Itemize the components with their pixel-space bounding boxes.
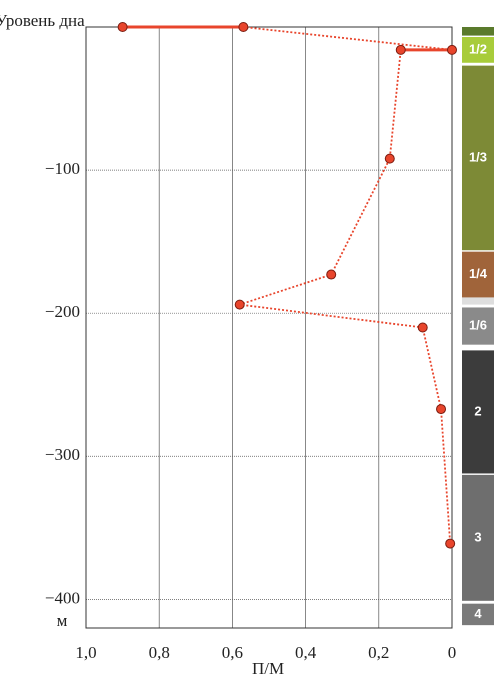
y-tick-label: −100 [45,159,80,178]
x-tick-label: 0,6 [222,643,243,662]
y-top-label: Уровень дна [0,11,85,30]
stratum [462,350,494,474]
stratum-label: 2 [474,403,481,418]
y-tick-label: −400 [45,588,80,607]
x-tick-label: 0 [448,643,457,662]
stratum [462,27,494,36]
point [117,22,128,32]
stratum [462,603,494,626]
stratum [462,474,494,601]
point [395,44,406,55]
y-unit: м [57,611,68,630]
y-tick-label: −200 [45,302,80,321]
stratum [462,307,494,345]
point [384,153,395,164]
series-line [122,26,453,544]
stratum [462,65,494,251]
stratum [462,251,494,298]
stratum-label: 1/3 [469,149,487,164]
point [445,538,456,549]
stratum-label: 1/6 [469,318,487,333]
x-axis-title: П/М [252,659,284,678]
stratum [462,297,494,305]
x-tick-label: 0,4 [295,643,317,662]
point [238,22,249,32]
point [447,44,457,55]
stratum-label: 4 [474,606,482,621]
point [436,404,447,415]
x-tick-label: 1,0 [75,643,96,662]
point [417,322,428,333]
x-tick-label: 0,8 [149,643,170,662]
stratum-label: 3 [474,529,481,544]
point [234,299,245,310]
y-tick-label: −300 [45,445,80,464]
stratum-label: 1/2 [469,41,487,56]
stratum [462,37,494,63]
plot-frame [85,26,453,629]
stratum-label: 1/4 [469,266,488,281]
x-tick-label: 0,2 [368,643,389,662]
point [326,269,337,280]
